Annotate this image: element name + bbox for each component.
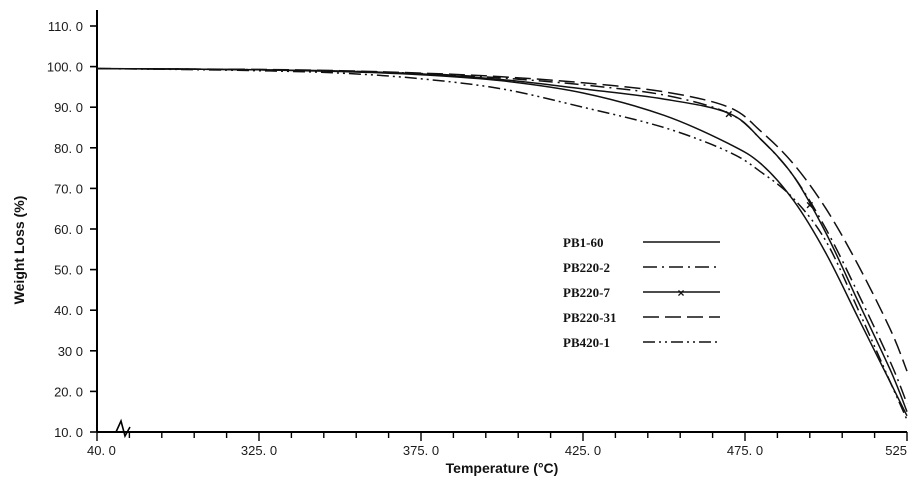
series-line-pb1-60 <box>96 67 908 417</box>
series-marker-x: × <box>806 198 814 213</box>
legend: PB1-60 PB220-2 PB220-7 × PB220-31 PB420-1 <box>563 235 720 350</box>
x-tick-label: 425. 0 <box>565 443 601 458</box>
y-tick-label: 40. 0 <box>54 303 83 318</box>
y-tick-label: 100. 0 <box>47 60 83 75</box>
series-line-pb220-2 <box>96 67 908 404</box>
legend-label: PB420-1 <box>563 335 610 350</box>
y-tick-label: 60. 0 <box>54 222 83 237</box>
legend-label: PB220-7 <box>563 285 610 300</box>
legend-label: PB1-60 <box>563 235 603 250</box>
x-tick-label: 375. 0 <box>403 443 439 458</box>
y-tick-label: 70. 0 <box>54 181 83 196</box>
series-line-pb220-7 <box>96 67 908 412</box>
y-tick-label: 50. 0 <box>54 263 83 278</box>
y-tick-label: 110. 0 <box>48 19 83 34</box>
series-line-pb220-31 <box>96 67 908 372</box>
legend-marker-x: × <box>677 286 684 300</box>
legend-label: PB220-2 <box>563 260 610 275</box>
series-line-pb420-1 <box>96 67 908 421</box>
y-tick-label: 20. 0 <box>54 384 83 399</box>
series-marker-x: × <box>725 106 733 121</box>
y-axis-title: Weight Loss (%) <box>11 196 27 305</box>
y-tick-label: 10. 0 <box>54 425 83 440</box>
x-axis-title: Temperature (°C) <box>446 460 559 476</box>
series-layer: ×× <box>96 67 908 421</box>
axis-break-mark <box>115 418 131 439</box>
x-tick-label: 40. 0 <box>87 443 116 458</box>
x-tick-label: 325. 0 <box>241 443 277 458</box>
legend-label: PB220-31 <box>563 310 616 325</box>
y-tick-label: 30 0 <box>58 344 83 359</box>
x-tick-label: 475. 0 <box>727 443 763 458</box>
y-tick-label: 80. 0 <box>54 141 83 156</box>
y-tick-label: 90. 0 <box>54 100 83 115</box>
axes: 10. 0 20. 0 30 0 40. 0 50. 0 60. 0 70. 0 80. 0 9… <box>47 10 908 458</box>
x-tick-label: 525 <box>885 443 907 458</box>
